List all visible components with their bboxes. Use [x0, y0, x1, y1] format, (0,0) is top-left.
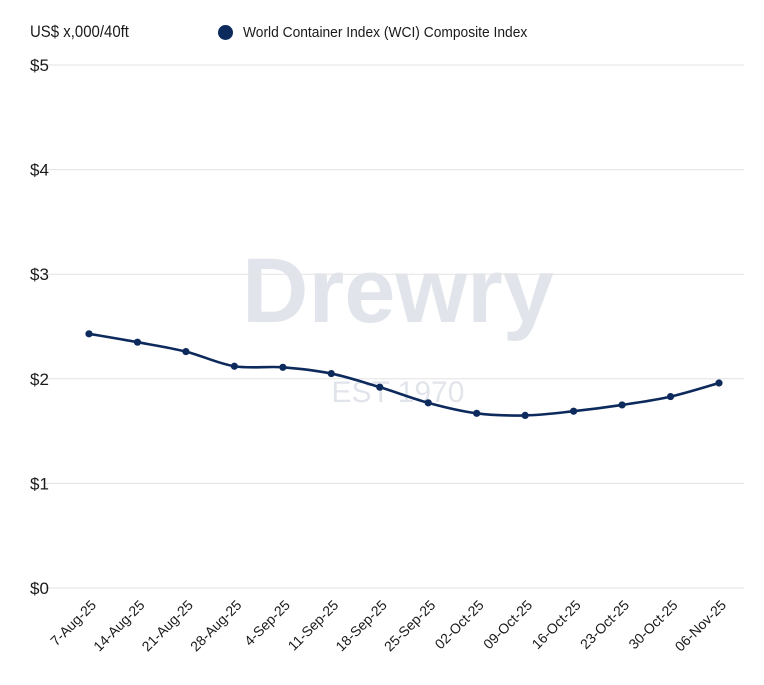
legend: World Container Index (WCI) Composite In…	[218, 24, 552, 41]
x-tick-label: 14-Aug-25	[90, 597, 148, 655]
data-point	[570, 407, 578, 415]
y-tick-label: $2	[30, 370, 49, 389]
legend-label: World Container Index (WCI) Composite In…	[243, 24, 528, 41]
x-tick-label: 21-Aug-25	[138, 597, 196, 655]
data-point	[279, 363, 287, 371]
y-tick-label: $1	[30, 474, 49, 493]
y-tick-label: $3	[30, 265, 49, 284]
data-point	[618, 401, 626, 409]
svg-text:Drewry: Drewry	[242, 240, 554, 342]
watermark: Drewry EST 1970	[242, 240, 554, 409]
legend-marker	[218, 25, 233, 40]
data-point	[715, 379, 723, 387]
data-point	[473, 409, 481, 417]
x-tick-label: 18-Sep-25	[332, 597, 390, 655]
x-tick-label: 23-Oct-25	[577, 597, 632, 652]
x-tick-label: 25-Sep-25	[381, 597, 439, 655]
y-tick-label: $5	[30, 56, 49, 75]
data-point	[133, 338, 142, 346]
x-tick-label: 02-Oct-25	[431, 597, 486, 652]
data-point	[424, 399, 432, 407]
data-point	[521, 411, 529, 420]
data-point	[182, 348, 190, 356]
data-point	[230, 362, 238, 370]
y-tick-label: $0	[30, 579, 49, 598]
data-point	[666, 392, 675, 401]
x-tick-label: 16-Oct-25	[528, 597, 583, 652]
y-tick-label: $4	[30, 161, 49, 180]
y-axis-unit-label: US$ x,000/40ft	[30, 22, 129, 41]
x-tick-label: 06-Nov-25	[672, 597, 730, 655]
series-line	[88, 332, 720, 417]
data-point	[85, 330, 93, 338]
data-point	[327, 369, 335, 378]
x-tick-label: 28-Aug-25	[187, 597, 245, 655]
x-tick-label: 09-Oct-25	[480, 597, 535, 652]
data-point	[376, 383, 384, 391]
